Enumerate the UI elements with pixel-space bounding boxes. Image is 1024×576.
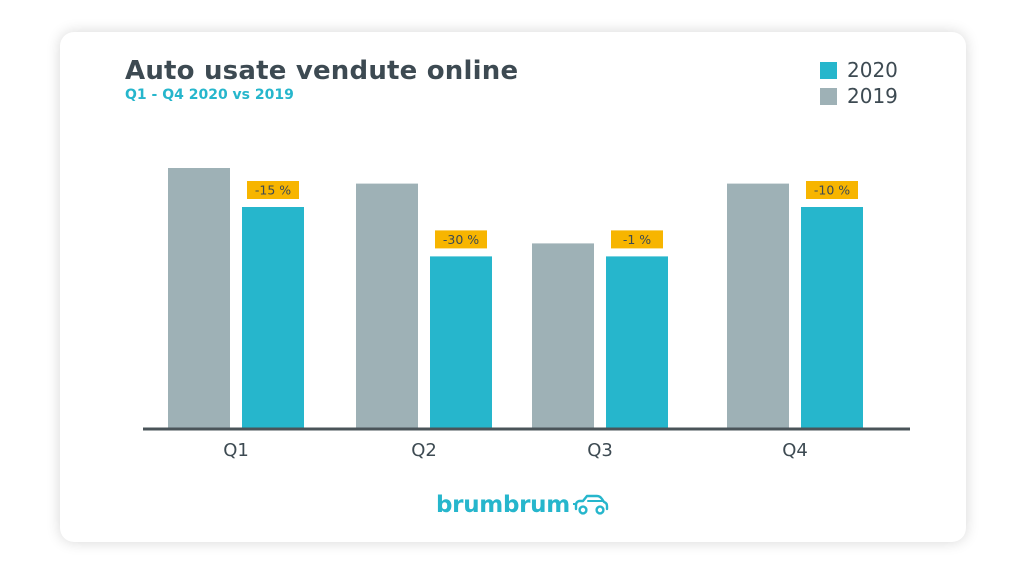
x-tick-label-q2: Q2 <box>411 440 437 461</box>
chart-legend: 2020 2019 <box>820 58 898 110</box>
annotation-badge-q4 <box>806 181 858 199</box>
bar-q3-2019 <box>532 243 594 428</box>
logo-text: brumbrum <box>436 492 570 518</box>
annotation-label-q1: -15 % <box>255 183 291 198</box>
bar-q2-2019 <box>356 183 418 428</box>
annotation-badge-q2 <box>435 230 487 249</box>
legend-item-2019: 2019 <box>820 84 898 108</box>
x-tick-label-q3: Q3 <box>587 440 613 461</box>
legend-label-2019: 2019 <box>847 84 898 108</box>
legend-label-2020: 2020 <box>847 58 898 82</box>
annotation-badge-q3 <box>611 230 663 249</box>
bar-q2-2020 <box>430 256 492 428</box>
bar-q4-2020 <box>801 207 863 428</box>
bar-q1-2020 <box>242 207 304 428</box>
bar-q3-2020 <box>606 256 668 428</box>
annotation-label-q3: -1 % <box>623 232 651 247</box>
legend-swatch-2020 <box>820 61 837 79</box>
chart-subtitle: Q1 - Q4 2020 vs 2019 <box>125 87 294 103</box>
x-tick-label-q1: Q1 <box>223 440 249 461</box>
annotation-label-q2: -30 % <box>443 232 479 247</box>
x-tick-label-q4: Q4 <box>782 440 808 461</box>
bar-q1-2019 <box>168 168 230 428</box>
legend-swatch-2019 <box>820 87 837 105</box>
bar-q4-2019 <box>727 183 789 428</box>
brand-logo: brumbrum <box>436 492 609 518</box>
annotation-label-q4: -10 % <box>814 183 850 198</box>
chart-title: Auto usate vendute online <box>125 56 519 86</box>
legend-item-2020: 2020 <box>820 58 898 82</box>
annotation-badge-q1 <box>247 181 299 199</box>
car-icon <box>572 494 609 515</box>
